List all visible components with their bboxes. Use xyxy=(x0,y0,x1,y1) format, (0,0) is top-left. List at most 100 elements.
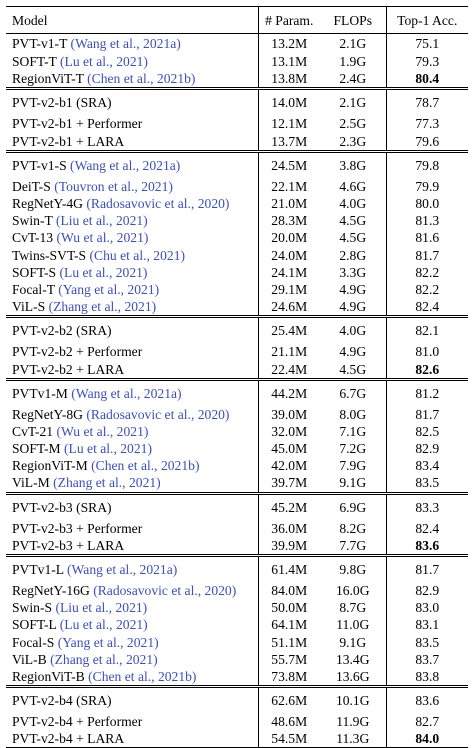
table-row: PVT-v2-b2 + LARA 22.4M 4.5G 82.6 xyxy=(6,360,468,380)
params-cell: 13.2M xyxy=(257,33,320,53)
table-row: RegionViT-B (Chen et al., 2021b) 73.8M 13.… xyxy=(6,667,468,687)
citation: (Zhang et al., 2021) xyxy=(48,299,157,315)
citation: (Lu et al., 2021) xyxy=(59,54,148,70)
accuracy-cell: 79.3 xyxy=(385,53,468,71)
params-cell: 21.0M xyxy=(257,194,320,213)
model-name: DeiT-S xyxy=(12,178,51,194)
accuracy-cell: 83.6 xyxy=(385,685,468,714)
citation: (Wang et al., 2021a) xyxy=(70,157,181,173)
model-name: Swin-S xyxy=(12,600,53,616)
header-cell: # Param. xyxy=(257,6,320,34)
citation: (Liu et al., 2021) xyxy=(55,213,148,229)
accuracy-cell: 83.5 xyxy=(385,633,468,651)
model-name: PVT-v1-S xyxy=(12,157,67,173)
citation: (Zhang et al., 2021) xyxy=(50,651,158,667)
params-cell: 13.1M xyxy=(257,53,320,71)
flops-cell: 7.7G xyxy=(339,537,367,553)
params-cell: 24.1M xyxy=(257,263,320,281)
citation: (Yang et al., 2021) xyxy=(57,634,159,650)
model-cell: CvT-13 (Wu et al., 2021) xyxy=(6,229,258,246)
model-name: RegionViT-T xyxy=(12,71,84,87)
table-row: RegionViT-M (Chen et al., 2021b) 42.0M 7.9… xyxy=(6,457,468,475)
model-name: ViL-M xyxy=(12,475,50,491)
flops-cell: 3.8G xyxy=(320,149,386,178)
accuracy-cell: 82.2 xyxy=(385,280,468,299)
flops-cell: 3.3G xyxy=(339,264,367,280)
accuracy-cell: 83.5 xyxy=(385,474,468,494)
model-cell: RegNetY-8G (Radosavovic et al., 2020) xyxy=(6,406,258,423)
flops-cell: 1.9G xyxy=(339,54,367,70)
accuracy-cell: 77.3 xyxy=(385,115,468,133)
flops-cell: 2.8G xyxy=(339,247,367,263)
table-row: PVT-v2-b1 (SRA) 14.0M 2.1G 78.7 xyxy=(6,87,468,116)
model-cell: ViL-M (Zhang et al., 2021) xyxy=(6,474,258,493)
flops-cell: 7.9G xyxy=(339,458,367,474)
flops-cell: 8.0G xyxy=(339,406,367,422)
table-row: PVT-v2-b4 + LARA 54.5M 11.3G 84.0 xyxy=(6,730,468,748)
model-cell: PVT-v2-b2 + Performer xyxy=(6,343,258,360)
citation: (Touvron et al., 2021) xyxy=(54,178,173,194)
model-name: PVT-v1-T xyxy=(12,36,68,51)
params-cell: 20.0M xyxy=(257,229,320,247)
model-name: PVT-v2-b3 + LARA xyxy=(12,537,125,553)
citation: (Yang et al., 2021) xyxy=(58,281,160,297)
flops-cell: 7.2G xyxy=(339,441,367,457)
flops-cell: 4.5G xyxy=(339,213,367,229)
model-cell: SOFT-S (Lu et al., 2021) xyxy=(6,264,258,281)
model-name: RegionViT-B xyxy=(12,668,85,684)
accuracy-cell: 82.9 xyxy=(385,440,468,458)
flops-cell: 11.0G xyxy=(336,617,370,633)
model-cell: PVT-v2-b2 (SRA) xyxy=(6,315,258,344)
accuracy-cell: 83.0 xyxy=(385,599,468,617)
accuracy-cell: 79.6 xyxy=(385,132,468,152)
accuracy-cell: 82.7 xyxy=(385,713,468,731)
accuracy-cell: 81.2 xyxy=(385,377,468,406)
results-table: Model # Param. FLOPs Top-1 Acc. PVT-v1-T… xyxy=(6,6,468,748)
flops-cell: 4.5G xyxy=(339,361,367,377)
citation: (Radosavovic et al., 2020) xyxy=(86,406,230,422)
citation: (Wang et al., 2021a) xyxy=(67,561,178,577)
model-cell: Focal-S (Yang et al., 2021) xyxy=(6,634,258,651)
params-cell: 24.5M xyxy=(257,149,320,178)
model-name: Focal-T xyxy=(12,281,55,297)
accuracy-cell: 82.1 xyxy=(385,315,468,344)
model-cell: RegNetY-4G (Radosavovic et al., 2020) xyxy=(6,195,258,212)
flops-cell: 11.3G xyxy=(336,731,370,747)
params-cell: 54.5M xyxy=(257,730,320,748)
accuracy-cell: 78.7 xyxy=(385,87,468,116)
params-cell: 28.3M xyxy=(257,212,320,230)
citation: (Chu et al., 2021) xyxy=(89,247,186,263)
accuracy-cell: 83.6 xyxy=(385,536,468,556)
flops-cell: 2.4G xyxy=(339,71,367,87)
model-name: SOFT-S xyxy=(12,264,57,280)
flops-cell: 4.6G xyxy=(339,178,367,194)
model-name: PVT-v2-b4 (SRA) xyxy=(12,693,112,709)
model-cell: SOFT-T (Lu et al., 2021) xyxy=(6,53,258,70)
params-cell: 39.7M xyxy=(257,474,320,494)
model-name: PVT-v2-b4 + Performer xyxy=(12,714,143,730)
header-cell: FLOPs xyxy=(320,6,386,34)
header-cell: Model xyxy=(6,6,258,34)
flops-cell: 2.5G xyxy=(339,116,367,132)
citation: (Chen et al., 2021b) xyxy=(88,668,197,684)
model-cell: RegNetY-16G (Radosavovic et al., 2020) xyxy=(6,582,258,599)
table-row: SOFT-L (Lu et al., 2021) 64.1M 11.0G 83.1 xyxy=(6,616,468,634)
table-row: SOFT-M (Lu et al., 2021) 45.0M 7.2G 82.9 xyxy=(6,440,468,458)
table-row: ViL-B (Zhang et al., 2021) 55.7M 13.4G 83.7 xyxy=(6,650,468,668)
params-cell: 12.1M xyxy=(257,115,320,133)
flops-cell: 4.9G xyxy=(339,281,367,297)
flops-cell: 4.0G xyxy=(320,315,386,344)
table-row: Focal-S (Yang et al., 2021) 51.1M 9.1G 83.5 xyxy=(6,633,468,651)
model-name: RegNetY-4G xyxy=(12,196,83,212)
table-row: PVT-v2-b2 (SRA) 25.4M 4.0G 82.1 xyxy=(6,315,468,344)
model-cell: PVT-v2-b1 (SRA) xyxy=(6,87,258,116)
table-row: PVT-v1-T (Wang et al., 2021a) 13.2M 2.1G 75… xyxy=(6,33,468,53)
accuracy-cell: 83.8 xyxy=(385,667,468,687)
params-cell: 13.7M xyxy=(257,132,320,152)
model-cell: Swin-T (Liu et al., 2021) xyxy=(6,212,258,229)
table-row: ViL-M (Zhang et al., 2021) 39.7M 9.1G 83.5 xyxy=(6,474,468,494)
model-cell: DeiT-S (Touvron et al., 2021) xyxy=(6,178,258,195)
table-row: Twins-SVT-S (Chu et al., 2021) 24.0M 2.8G 8… xyxy=(6,246,468,264)
flops-cell: 2.1G xyxy=(339,36,367,51)
model-name: Focal-S xyxy=(12,634,55,650)
